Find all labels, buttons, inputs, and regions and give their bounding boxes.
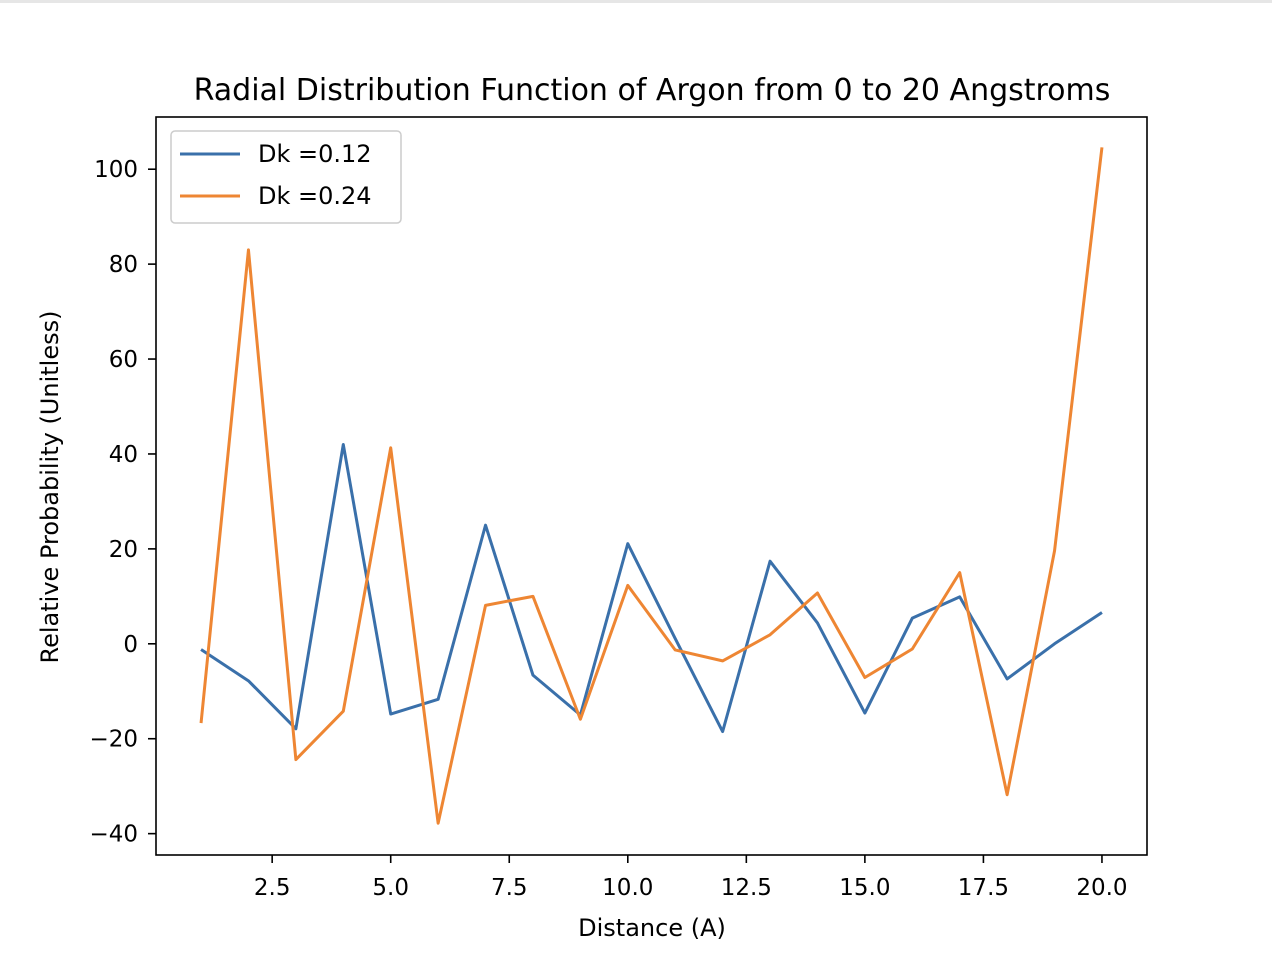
y-tick-label: −40 (89, 822, 138, 848)
x-tick-label: 2.5 (254, 875, 291, 901)
y-tick-label: 0 (123, 632, 138, 658)
window-top-border (0, 0, 1272, 3)
y-tick-label: 80 (109, 252, 138, 278)
x-tick-label: 20.0 (1076, 875, 1127, 901)
y-axis: −40 −20 0 20 40 60 80 100 (89, 157, 156, 848)
series-layer (199, 147, 1104, 825)
x-tick-label: 5.0 (372, 875, 409, 901)
chart-title: Radial Distribution Function of Argon fr… (194, 73, 1111, 108)
y-tick-label: 40 (109, 442, 138, 468)
series-line-dk-0-12 (200, 442, 1103, 734)
y-axis-label: Relative Probability (Unitless) (36, 311, 64, 664)
legend-label-dk-0-12: Dk =0.12 (258, 140, 372, 168)
x-axis: 2.5 5.0 7.5 10.0 12.5 15.0 17.5 20.0 (254, 855, 1128, 901)
legend: Dk =0.12 Dk =0.24 (170, 130, 402, 224)
plot-frame (155, 116, 1148, 856)
x-axis-label: Distance (A) (578, 914, 726, 942)
y-tick-label: −20 (89, 727, 138, 753)
x-tick-label: 12.5 (721, 875, 772, 901)
legend-label-dk-0-24: Dk =0.24 (258, 182, 372, 210)
x-tick-label: 15.0 (839, 875, 890, 901)
x-tick-label: 17.5 (958, 875, 1009, 901)
x-tick-label: 7.5 (491, 875, 528, 901)
y-tick-label: 60 (109, 347, 138, 373)
x-tick-label: 10.0 (602, 875, 653, 901)
y-tick-label: 20 (109, 537, 138, 563)
series-line-dk-0-24 (199, 147, 1104, 825)
y-tick-label: 100 (94, 157, 138, 183)
